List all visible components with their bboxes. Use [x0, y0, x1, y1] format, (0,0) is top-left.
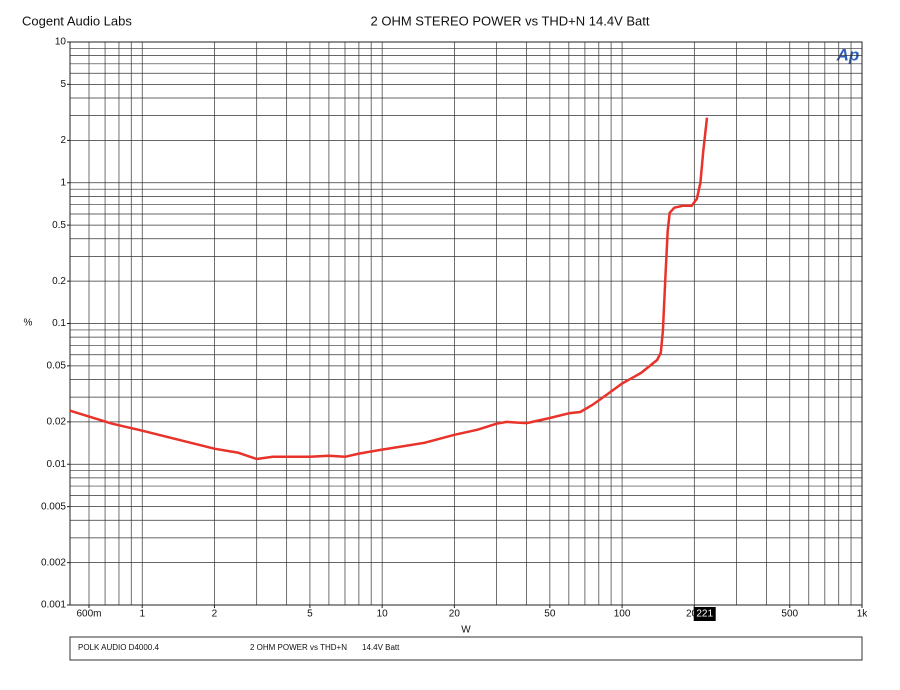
- y-tick-label: 0.01: [47, 459, 67, 470]
- y-tick-label: 0.1: [52, 318, 66, 329]
- y-tick-label: 0.002: [41, 557, 66, 568]
- cursor-box: [693, 607, 716, 621]
- x-tick-label: 1: [139, 609, 145, 620]
- x-tick-label: 5: [307, 609, 313, 620]
- x-axis-label: W: [461, 625, 471, 636]
- x-tick-label: 2: [212, 609, 218, 620]
- footer-text: 2 OHM POWER vs THD+N: [250, 643, 347, 652]
- footer-box: [69, 636, 863, 661]
- x-tick-label: 600m: [76, 609, 101, 620]
- x-tick-label: 1k: [857, 609, 869, 620]
- y-tick-label: 1: [60, 177, 66, 188]
- y-tick-label: 2: [60, 135, 66, 146]
- y-tick-label: 0.001: [41, 600, 66, 611]
- x-tick-label: 50: [544, 609, 556, 620]
- brand: Cogent Audio Labs: [22, 13, 132, 28]
- y-tick-label: 0.02: [47, 417, 67, 428]
- y-tick-label: 0.2: [52, 276, 66, 287]
- logo: Ap: [836, 45, 860, 64]
- footer-text: 14.4V Batt: [362, 643, 400, 652]
- y-tick-label: 0.5: [52, 220, 66, 231]
- y-tick-label: 5: [60, 79, 66, 90]
- chart-title: 2 OHM STEREO POWER vs THD+N 14.4V Batt: [371, 13, 650, 28]
- y-tick-label: 0.05: [47, 361, 67, 372]
- y-tick-label: 10: [55, 37, 67, 48]
- cursor-label: 221: [696, 609, 713, 620]
- x-tick-label: 10: [377, 609, 389, 620]
- x-tick-label: 500: [781, 609, 798, 620]
- y-axis-label: %: [24, 318, 33, 329]
- data-line: [69, 117, 709, 461]
- footer-text: POLK AUDIO D4000.4: [78, 643, 159, 652]
- x-tick-label: 100: [614, 609, 631, 620]
- y-tick-label: 0.005: [41, 501, 66, 512]
- x-tick-label: 20: [449, 609, 461, 620]
